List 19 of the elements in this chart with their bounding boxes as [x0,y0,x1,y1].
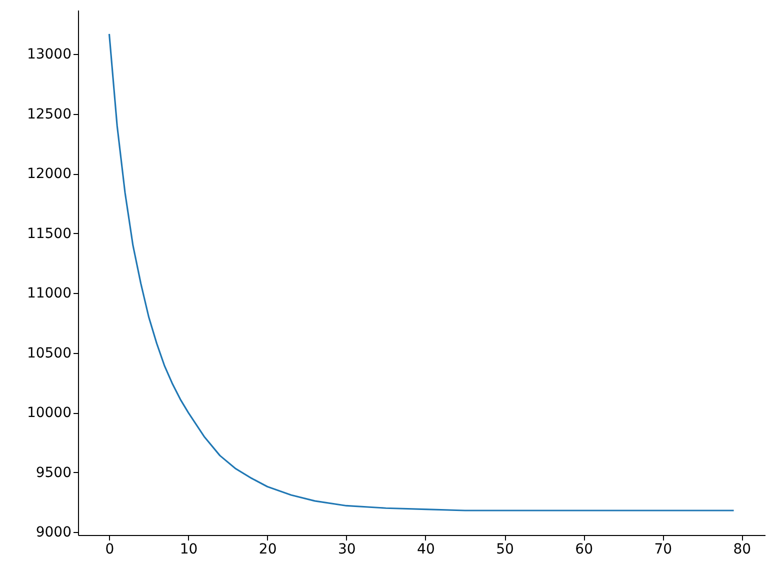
x-tick-label: 20 [258,542,277,558]
y-tick-label: 11500 [26,226,72,242]
x-tick-label: 0 [105,542,114,558]
y-tick-label: 10000 [26,405,72,422]
y-tick-label: 11000 [26,286,72,302]
x-tick-label: 80 [733,542,752,558]
y-tick-label: 9000 [36,524,72,541]
y-tick-label: 13000 [26,46,72,63]
y-tick-label: 9500 [36,464,72,481]
y-tick-label: 12000 [26,166,72,182]
x-tick-label: 70 [654,542,672,558]
x-tick-label: 10 [180,542,198,558]
y-tick-label: 10500 [26,345,72,362]
x-tick-label: 30 [338,542,356,558]
x-tick-label: 50 [496,542,514,558]
x-tick-label: 60 [575,542,593,558]
x-tick-label: 40 [417,542,435,558]
line-series [108,33,735,512]
y-tick-label: 12500 [26,106,72,122]
